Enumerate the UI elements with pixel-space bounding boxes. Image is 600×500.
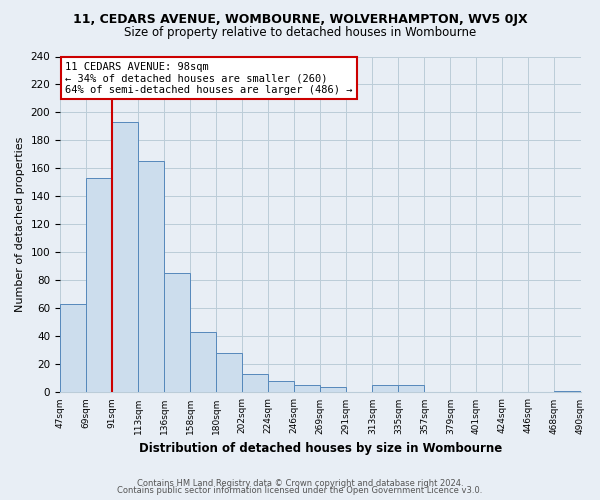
Bar	[60, 304, 86, 392]
Text: Contains HM Land Registry data © Crown copyright and database right 2024.: Contains HM Land Registry data © Crown c…	[137, 478, 463, 488]
Text: Contains public sector information licensed under the Open Government Licence v3: Contains public sector information licen…	[118, 486, 482, 495]
Bar	[320, 387, 346, 392]
Text: 11, CEDARS AVENUE, WOMBOURNE, WOLVERHAMPTON, WV5 0JX: 11, CEDARS AVENUE, WOMBOURNE, WOLVERHAMP…	[73, 12, 527, 26]
Bar	[112, 122, 138, 392]
Bar	[216, 353, 242, 393]
Bar	[294, 386, 320, 392]
Text: 11 CEDARS AVENUE: 98sqm
← 34% of detached houses are smaller (260)
64% of semi-d: 11 CEDARS AVENUE: 98sqm ← 34% of detache…	[65, 62, 353, 94]
Bar	[164, 274, 190, 392]
Text: Size of property relative to detached houses in Wombourne: Size of property relative to detached ho…	[124, 26, 476, 39]
Bar	[268, 381, 294, 392]
Bar	[554, 391, 581, 392]
Bar	[190, 332, 216, 392]
Bar	[86, 178, 112, 392]
Bar	[398, 386, 424, 392]
Bar	[373, 386, 398, 392]
X-axis label: Distribution of detached houses by size in Wombourne: Distribution of detached houses by size …	[139, 442, 502, 455]
Bar	[242, 374, 268, 392]
Bar	[138, 162, 164, 392]
Y-axis label: Number of detached properties: Number of detached properties	[15, 137, 25, 312]
